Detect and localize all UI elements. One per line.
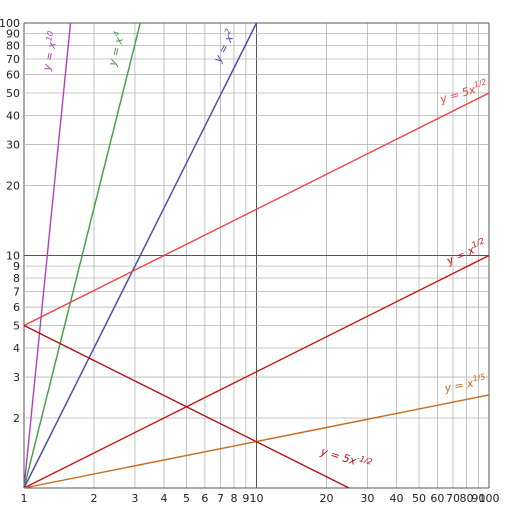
curve-label-y-x-1-2: y = x1/2 [443,236,488,268]
y-tick-label: 10 [6,250,20,263]
x-tick-label: 50 [412,492,426,505]
y-tick-label: 100 [0,17,20,30]
tick-labels: 1 2 3 4 5 6 7 8 9 10 20 30 40 50 60 70 80901002345678910… [0,17,500,505]
x-tick-label: 100 [479,492,500,505]
x-tick-label: 10 [250,492,264,505]
y-tick-label: 7 [13,286,20,299]
y-tick-label: 20 [6,180,20,193]
x-tick-label: 30 [360,492,374,505]
y-tick-label: 8 [13,272,20,285]
curve-label-y-5x-1-2: y = 5x1/2 [437,77,489,106]
x-tick-label: 9 [242,492,249,505]
x-tick-label: 4 [160,492,167,505]
x-tick-label: 70 [446,492,460,505]
x-tick-label: 6 [201,492,208,505]
curve-label-y-x-10: y = x10 [38,30,61,73]
series-line-y-x-1-2 [23,254,490,489]
curve-label-y-x-4: y = x4 [104,30,128,68]
series-line-y-x-2 [23,22,258,489]
grid [23,22,490,489]
x-tick-label: 20 [319,492,333,505]
series-line-y-5x-1-2 [23,324,350,489]
y-tick-label: 4 [13,342,20,355]
y-tick-label: 9 [13,260,20,273]
x-tick-label: 80 [459,492,473,505]
series-line-y-5x-1-2 [23,92,490,327]
y-tick-label: 30 [6,139,20,152]
x-tick-label: 40 [389,492,403,505]
curve-label-y-x-1-5: y = x1/5 [442,372,487,395]
y-tick-label: 80 [6,40,20,53]
y-tick-label: 40 [6,110,20,123]
y-tick-label: 6 [13,301,20,314]
plot-lines [23,22,490,489]
x-tick-label: 8 [230,492,237,505]
x-tick-label: 7 [217,492,224,505]
x-tick-label: 3 [131,492,138,505]
x-tick-label: 60 [430,492,444,505]
x-tick-label: 2 [90,492,97,505]
series-line-y-x-10 [23,22,72,489]
series-line-y-x-4 [23,22,141,489]
y-tick-label: 60 [6,69,20,82]
y-tick-label: 2 [13,412,20,425]
y-tick-label: 50 [6,87,20,100]
x-tick-label: 5 [183,492,190,505]
x-tick-label: 90 [471,492,485,505]
y-tick-label: 5 [13,319,20,332]
y-tick-label: 90 [6,28,20,41]
curve-labels: y = x10 y = x4 y = x2y = 5x1/2y = x1/2y = … [38,27,489,468]
x-tick-label: 1 [21,492,28,505]
y-tick-label: 70 [6,53,20,66]
y-tick-label: 3 [13,371,20,384]
